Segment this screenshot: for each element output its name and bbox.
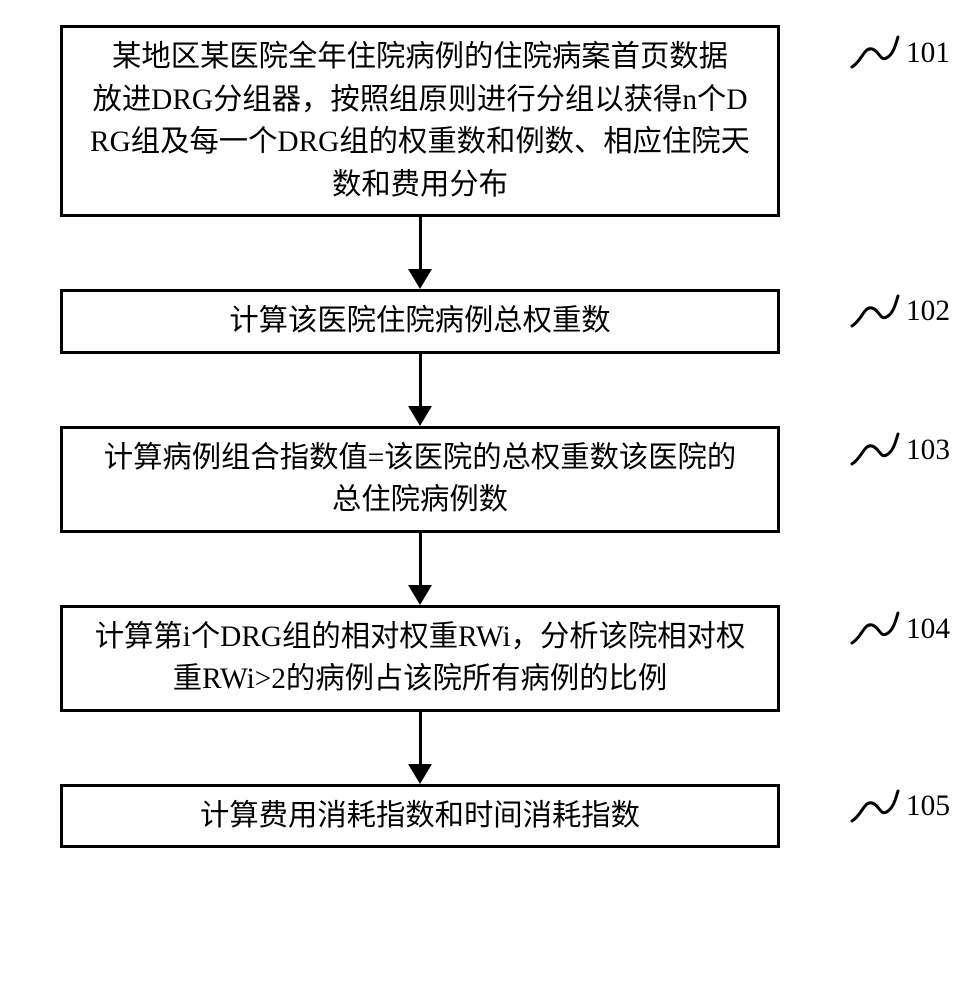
flow-box: 某地区某医院全年住院病例的住院病案首页数据放进DRG分组器，按照组原则进行分组以…	[60, 25, 780, 217]
step-label-102: 102	[850, 292, 950, 332]
flow-box: 计算费用消耗指数和时间消耗指数	[60, 784, 780, 849]
step-label-number: 103	[906, 434, 950, 467]
arrow-line	[419, 354, 422, 410]
flow-arrow	[60, 354, 780, 426]
flow-box-text-line: 数和费用分布	[332, 164, 508, 207]
flow-box-text-line: 计算费用消耗指数和时间消耗指数	[200, 795, 640, 838]
arrow-line	[419, 712, 422, 768]
flow-arrow	[60, 712, 780, 784]
step-label-101: 101	[850, 33, 950, 73]
flow-step-105: 计算费用消耗指数和时间消耗指数105	[60, 784, 840, 849]
step-label-105: 105	[850, 787, 950, 827]
flowchart-container: 某地区某医院全年住院病例的住院病案首页数据放进DRG分组器，按照组原则进行分组以…	[60, 25, 840, 848]
flow-step-103: 计算病例组合指数值=该医院的总权重数该医院的总住院病例数103	[60, 426, 840, 533]
arrow-head-icon	[408, 406, 432, 426]
flow-arrow	[60, 533, 780, 605]
flow-box: 计算该医院住院病例总权重数	[60, 289, 780, 354]
step-label-number: 102	[906, 295, 950, 328]
flow-box-text-line: 计算病例组合指数值=该医院的总权重数该医院的	[104, 437, 736, 480]
flow-box-text-line: 总住院病例数	[332, 479, 508, 522]
step-label-number: 105	[906, 790, 950, 823]
flow-box: 计算病例组合指数值=该医院的总权重数该医院的总住院病例数	[60, 426, 780, 533]
step-label-number: 104	[906, 613, 950, 646]
flow-box-text-line: 计算该医院住院病例总权重数	[229, 300, 610, 343]
arrow-line	[419, 217, 422, 273]
flow-box-text-line: 某地区某医院全年住院病例的住院病案首页数据	[112, 36, 728, 79]
step-label-103: 103	[850, 430, 950, 470]
flow-step-102: 计算该医院住院病例总权重数102	[60, 289, 840, 354]
flow-step-101: 某地区某医院全年住院病例的住院病案首页数据放进DRG分组器，按照组原则进行分组以…	[60, 25, 840, 217]
flow-step-104: 计算第i个DRG组的相对权重RWi，分析该院相对权重RWi>2的病例占该院所有病…	[60, 605, 840, 712]
flow-box-text-line: 重RWi>2的病例占该院所有病例的比例	[173, 658, 667, 701]
arrow-head-icon	[408, 269, 432, 289]
arrow-head-icon	[408, 585, 432, 605]
arrow-head-icon	[408, 764, 432, 784]
flow-box-text-line: 计算第i个DRG组的相对权重RWi，分析该院相对权	[95, 616, 746, 659]
flow-box: 计算第i个DRG组的相对权重RWi，分析该院相对权重RWi>2的病例占该院所有病…	[60, 605, 780, 712]
step-label-104: 104	[850, 609, 950, 649]
flow-box-text-line: RG组及每一个DRG组的权重数和例数、相应住院天	[90, 121, 750, 164]
arrow-line	[419, 533, 422, 589]
step-label-number: 101	[906, 37, 950, 70]
flow-box-text-line: 放进DRG分组器，按照组原则进行分组以获得n个D	[93, 79, 748, 122]
flow-arrow	[60, 217, 780, 289]
